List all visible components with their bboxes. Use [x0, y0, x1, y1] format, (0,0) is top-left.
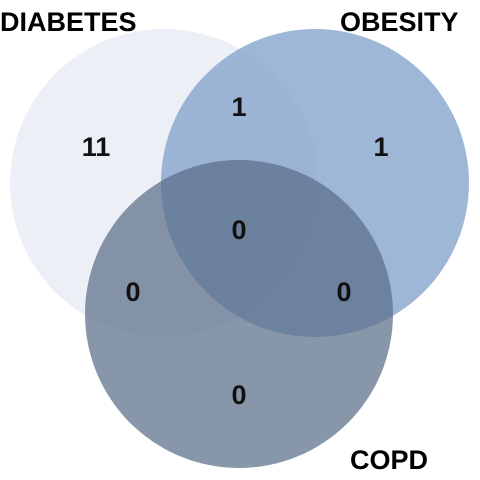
copd-label: COPD — [350, 445, 428, 475]
region-obesity-only-count: 1 — [373, 132, 388, 162]
copd-circle — [85, 160, 393, 468]
diabetes-label: DIABETES — [0, 7, 137, 37]
region-diabetes-copd-count: 0 — [125, 277, 140, 307]
obesity-label: OBESITY — [340, 7, 459, 37]
region-diabetes-obesity-count: 1 — [231, 92, 246, 122]
region-diabetes-only-count: 11 — [82, 132, 111, 162]
region-copd-only-count: 0 — [231, 380, 246, 410]
region-obesity-copd-count: 0 — [336, 277, 351, 307]
region-all-three-count: 0 — [231, 215, 246, 245]
